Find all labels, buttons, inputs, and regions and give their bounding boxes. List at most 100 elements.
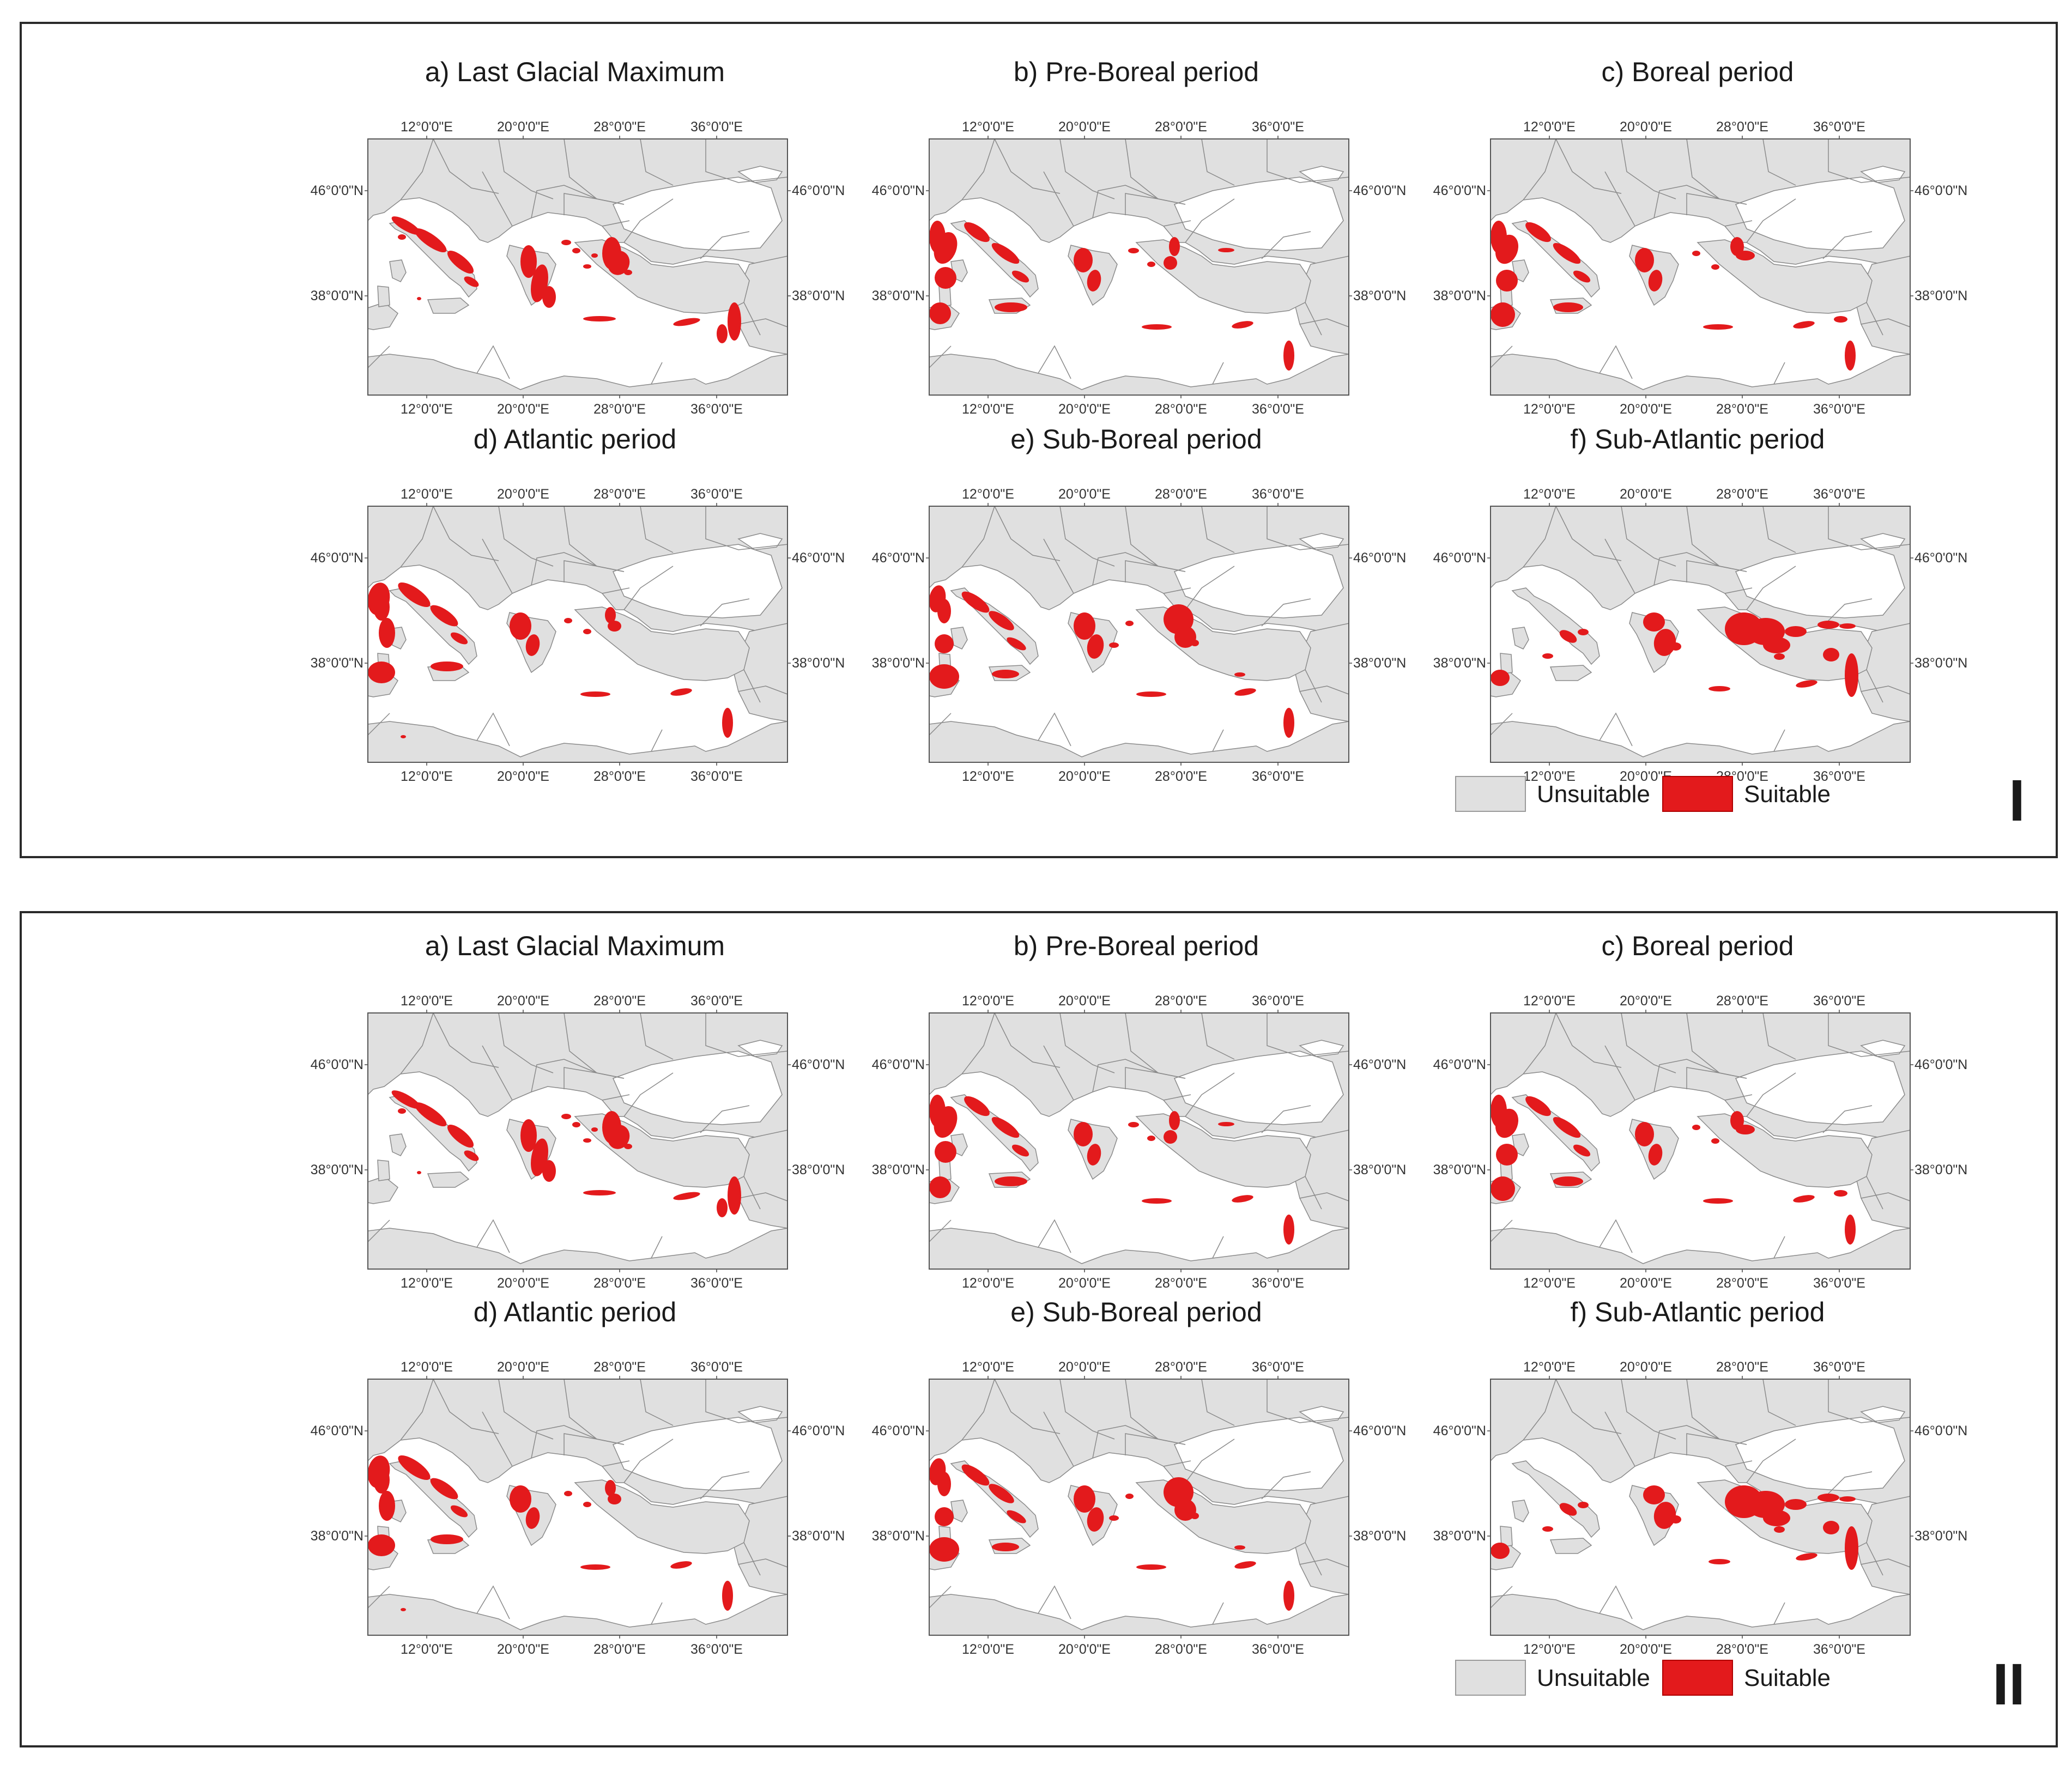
figure-panel-ii: a) Last Glacial Maximum 12°0'0"E 12°0'0"E…: [20, 911, 2058, 1747]
land-unsuitable: [427, 1172, 470, 1188]
lon-tick-label: 36°0'0"E: [690, 402, 743, 417]
suitable-area: [1796, 1553, 1817, 1561]
suitable-area: [929, 302, 951, 324]
map-panel-i-d: d) Atlantic period 12°0'0"E 12°0'0"E 20°0'…: [302, 423, 847, 784]
map-title: b) Pre-Boreal period: [1013, 931, 1259, 961]
land-unsuitable: [367, 354, 788, 396]
lat-tick-label: 46°0'0"N: [1433, 1423, 1486, 1439]
lat-tick-label: 46°0'0"N: [1915, 183, 1967, 198]
lon-tick-label: 28°0'0"E: [1716, 402, 1768, 417]
suitable-area: [542, 1160, 556, 1182]
country-border: [1267, 1013, 1349, 1057]
country-border: [602, 587, 630, 594]
country-border: [700, 1471, 750, 1500]
land-unsuitable: [1490, 354, 1911, 396]
country-border: [1746, 1072, 1796, 1117]
suitable-area: [510, 1485, 531, 1513]
country-border: [1201, 138, 1235, 186]
country-border: [929, 345, 952, 368]
country-border: [700, 231, 750, 259]
inland-sea: [612, 1417, 783, 1491]
suitable-area: [1169, 1111, 1180, 1130]
suitable-area: [1087, 1144, 1101, 1166]
suitable-area: [722, 1581, 733, 1611]
map-canvas: 12°0'0"E 12°0'0"E 20°0'0"E 20°0'0"E 28°0'0"E…: [311, 119, 845, 417]
country-border: [1861, 1192, 1911, 1201]
suitable-area: [1653, 629, 1676, 656]
suitable-area: [1785, 1499, 1807, 1510]
suitable-area: [929, 664, 959, 689]
lon-tick-label: 12°0'0"E: [962, 402, 1014, 417]
map-title: a) Last Glacial Maximum: [425, 931, 725, 961]
country-border: [1604, 1045, 1635, 1101]
country-border: [482, 171, 513, 227]
lon-tick-label: 28°0'0"E: [593, 402, 646, 417]
suitable-area: [1711, 264, 1719, 270]
lon-tick-label: 36°0'0"E: [690, 119, 743, 135]
lat-tick-label: 46°0'0"N: [1915, 1057, 1967, 1072]
country-border: [623, 1072, 674, 1117]
suitable-area: [1232, 321, 1253, 329]
lat-tick-label: 38°0'0"N: [1353, 1162, 1406, 1178]
lon-tick-label: 12°0'0"E: [1523, 1360, 1576, 1375]
lon-tick-label: 12°0'0"E: [962, 1642, 1014, 1657]
country-border: [1828, 1013, 1911, 1057]
map-frame: [1490, 1379, 1911, 1636]
country-border: [1092, 185, 1159, 219]
suitable-area: [961, 1464, 990, 1486]
lat-tick-label: 46°0'0"N: [1433, 1057, 1486, 1072]
lon-tick-label: 36°0'0"E: [690, 487, 743, 502]
suitable-area: [991, 1116, 1020, 1138]
suitable-area: [1542, 653, 1553, 659]
map-canvas: 12°0'0"E 12°0'0"E 20°0'0"E 20°0'0"E 28°0'0"E…: [1433, 1360, 1968, 1657]
lon-tick-label: 12°0'0"E: [401, 402, 453, 417]
land-unsuitable: [1135, 239, 1311, 314]
suitable-area: [728, 1176, 741, 1215]
lon-tick-label: 20°0'0"E: [497, 402, 549, 417]
country-border: [1686, 1067, 1747, 1089]
country-border: [1212, 1602, 1224, 1625]
country-border: [1261, 1471, 1311, 1500]
inland-sea: [1173, 1051, 1344, 1125]
land-unsuitable: [1135, 1113, 1311, 1188]
lat-tick-label: 46°0'0"N: [792, 1057, 845, 1072]
land-unsuitable: [1511, 587, 1600, 665]
lon-tick-label: 28°0'0"E: [593, 1276, 646, 1291]
suitable-area: [1553, 1176, 1583, 1186]
map-frame: [367, 1379, 788, 1636]
lon-tick-label: 12°0'0"E: [401, 769, 453, 784]
lon-tick-label: 20°0'0"E: [1620, 487, 1672, 502]
lon-tick-label: 12°0'0"E: [401, 1276, 453, 1291]
country-border: [929, 1586, 952, 1609]
suitable-area: [991, 242, 1020, 264]
map-body: [365, 503, 791, 766]
suitable-area: [510, 612, 531, 640]
lon-tick-label: 20°0'0"E: [1620, 119, 1672, 135]
map-canvas: 12°0'0"E 12°0'0"E 20°0'0"E 20°0'0"E 28°0'0"E…: [872, 993, 1407, 1291]
suitable-area: [1136, 1564, 1166, 1570]
map-frame: [929, 1012, 1349, 1270]
map-canvas: 12°0'0"E 12°0'0"E 20°0'0"E 20°0'0"E 28°0'0"E…: [311, 487, 845, 784]
suitable-area: [1703, 1198, 1733, 1204]
suitable-area: [583, 1502, 591, 1507]
suitable-area: [1283, 1215, 1294, 1245]
suitable-area: [624, 270, 632, 275]
suitable-area: [1635, 248, 1654, 272]
country-border: [433, 1379, 499, 1434]
lat-tick-label: 46°0'0"N: [311, 1057, 363, 1072]
suitable-area: [607, 251, 630, 275]
country-border: [1621, 506, 1676, 567]
lat-tick-label: 46°0'0"N: [1353, 1423, 1406, 1439]
map-panel-ii-a: a) Last Glacial Maximum 12°0'0"E 12°0'0"E…: [302, 930, 847, 1291]
country-border: [498, 506, 554, 567]
lat-tick-label: 38°0'0"N: [1915, 288, 1967, 304]
suitable-area: [1491, 1176, 1515, 1201]
lon-tick-label: 12°0'0"E: [401, 1360, 453, 1375]
country-border: [1305, 1176, 1322, 1210]
suitable-area: [464, 276, 479, 287]
lon-tick-label: 36°0'0"E: [1252, 402, 1304, 417]
lon-tick-label: 20°0'0"E: [1058, 119, 1111, 135]
lat-tick-label: 46°0'0"N: [1433, 183, 1486, 198]
suitable-area: [430, 1478, 458, 1500]
suitable-area: [1834, 316, 1847, 323]
